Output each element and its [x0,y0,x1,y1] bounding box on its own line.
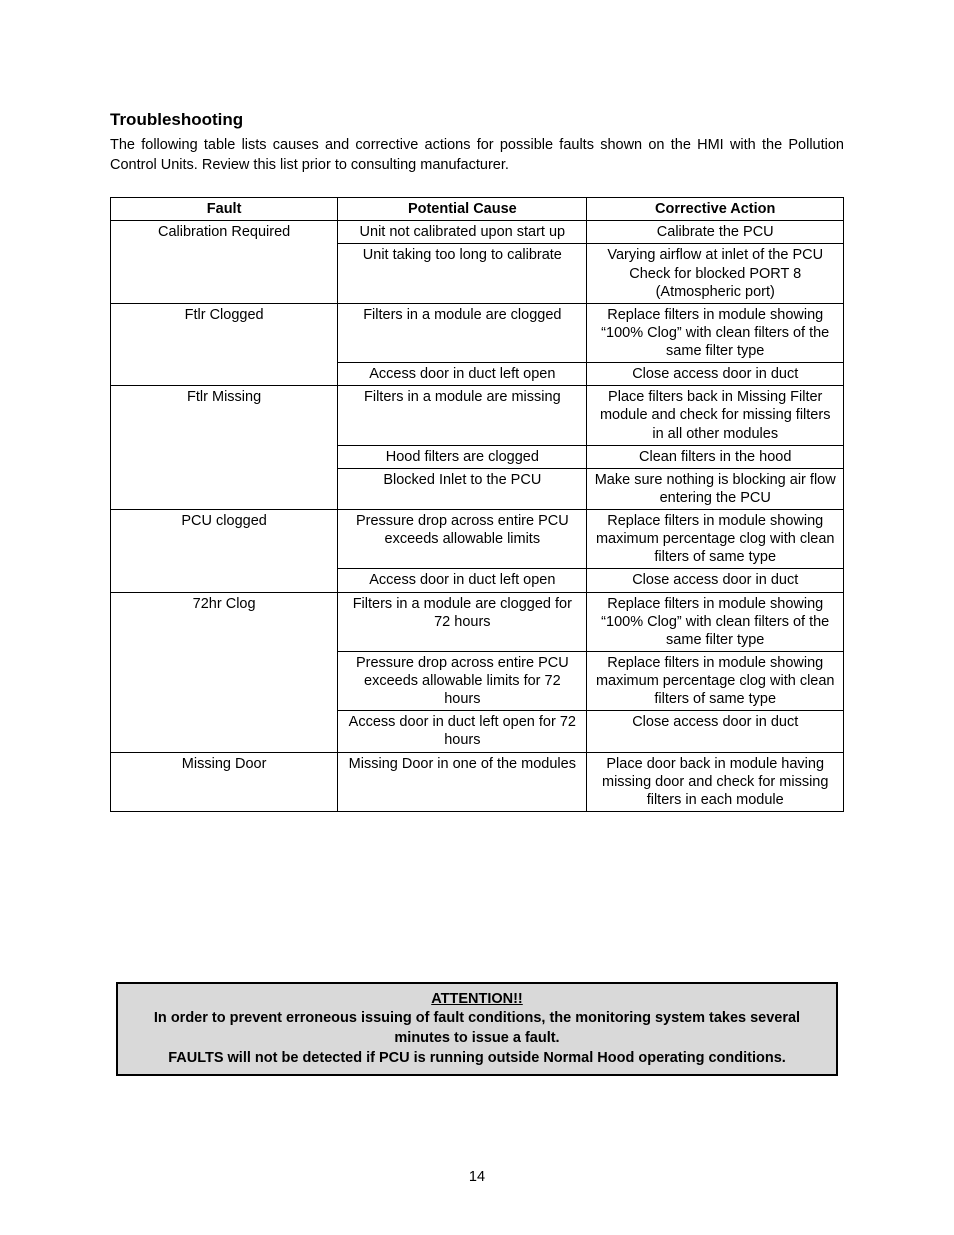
cell-action: Close access door in duct [587,569,844,592]
cell-fault: PCU clogged [111,510,338,593]
cell-cause: Access door in duct left open for 72 hou… [338,711,587,752]
cell-cause: Pressure drop across entire PCU exceeds … [338,510,587,569]
cell-action: Make sure nothing is blocking air flow e… [587,468,844,509]
cell-fault: Missing Door [111,752,338,811]
attention-line1: In order to prevent erroneous issuing of… [154,1010,800,1046]
cell-action: Replace filters in module showing maximu… [587,510,844,569]
attention-line2: FAULTS will not be detected if PCU is ru… [168,1050,786,1066]
cell-cause: Filters in a module are clogged [338,303,587,362]
attention-title: ATTENTION!! [431,991,523,1007]
cell-action: Close access door in duct [587,363,844,386]
header-fault: Fault [111,198,338,221]
cell-cause: Unit taking too long to calibrate [338,244,587,303]
table-row: Calibration RequiredUnit not calibrated … [111,221,844,244]
cell-action: Place door back in module having missing… [587,752,844,811]
header-action: Corrective Action [587,198,844,221]
cell-action: Place filters back in Missing Filter mod… [587,386,844,445]
cell-action: Replace filters in module showing “100% … [587,303,844,362]
cell-action: Replace filters in module showing maximu… [587,651,844,710]
table-row: Ftlr CloggedFilters in a module are clog… [111,303,844,362]
table-row: Ftlr MissingFilters in a module are miss… [111,386,844,445]
section-heading: Troubleshooting [110,110,844,130]
table-row: Missing DoorMissing Door in one of the m… [111,752,844,811]
cell-fault: 72hr Clog [111,592,338,752]
cell-cause: Access door in duct left open [338,363,587,386]
cell-action: Clean filters in the hood [587,445,844,468]
attention-box: ATTENTION!! In order to prevent erroneou… [116,982,838,1076]
cell-cause: Access door in duct left open [338,569,587,592]
cell-fault: Calibration Required [111,221,338,304]
table-header-row: Fault Potential Cause Corrective Action [111,198,844,221]
cell-cause: Blocked Inlet to the PCU [338,468,587,509]
cell-action: Replace filters in module showing “100% … [587,592,844,651]
table-body: Calibration RequiredUnit not calibrated … [111,221,844,812]
cell-cause: Hood filters are clogged [338,445,587,468]
page-number: 14 [0,1169,954,1185]
header-cause: Potential Cause [338,198,587,221]
cell-cause: Unit not calibrated upon start up [338,221,587,244]
cell-cause: Filters in a module are missing [338,386,587,445]
cell-cause: Missing Door in one of the modules [338,752,587,811]
cell-fault: Ftlr Missing [111,386,338,510]
intro-paragraph: The following table lists causes and cor… [110,136,844,175]
page: Troubleshooting The following table list… [0,0,954,1235]
cell-action: Calibrate the PCU [587,221,844,244]
cell-cause: Filters in a module are clogged for 72 h… [338,592,587,651]
cell-fault: Ftlr Clogged [111,303,338,386]
cell-cause: Pressure drop across entire PCU exceeds … [338,651,587,710]
table-row: 72hr ClogFilters in a module are clogged… [111,592,844,651]
fault-table: Fault Potential Cause Corrective Action … [110,197,844,812]
cell-action: Close access door in duct [587,711,844,752]
table-row: PCU cloggedPressure drop across entire P… [111,510,844,569]
cell-action: Varying airflow at inlet of the PCU Chec… [587,244,844,303]
